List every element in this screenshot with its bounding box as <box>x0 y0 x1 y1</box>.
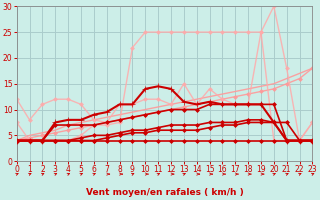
X-axis label: Vent moyen/en rafales ( km/h ): Vent moyen/en rafales ( km/h ) <box>86 188 244 197</box>
